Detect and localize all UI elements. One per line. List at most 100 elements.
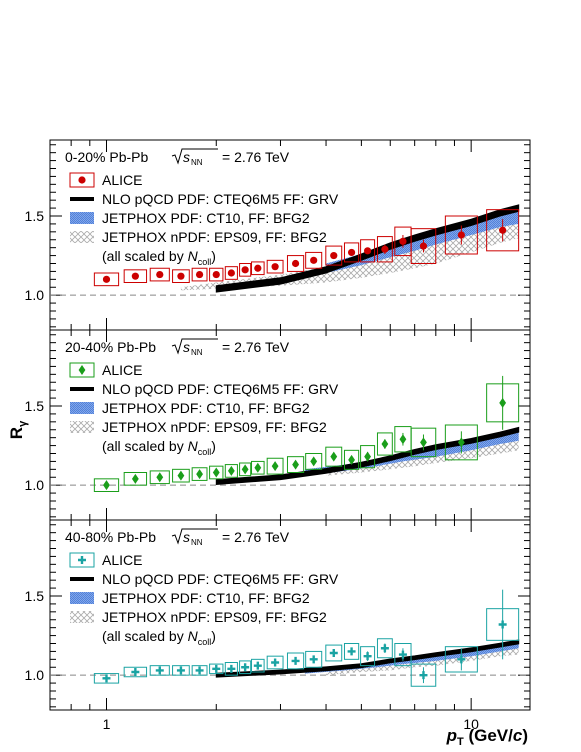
- sys-error-box: [305, 251, 323, 269]
- sqrt-sign: [171, 148, 218, 165]
- data-point: [195, 270, 204, 279]
- y-tick-label: 1.5: [25, 208, 45, 224]
- sys-error-box: [325, 245, 343, 266]
- panel-centrality-label: 40-80% Pb-Pb: [65, 529, 156, 545]
- data-point: [254, 462, 262, 473]
- legend-alice-box: [69, 362, 95, 378]
- sys-error-box: [172, 269, 190, 284]
- sys-error-box: [286, 456, 305, 473]
- x-axis-title-c: c: [513, 726, 523, 745]
- data-point: [419, 242, 428, 250]
- sys-error-box: [239, 462, 252, 477]
- sys-error-box: [376, 236, 393, 263]
- legend-nlo-swatch: [70, 577, 94, 581]
- sys-error-box: [444, 646, 478, 673]
- nlo-curve: [215, 426, 520, 485]
- data-point: [330, 451, 338, 462]
- data-point: [156, 472, 164, 483]
- legend-jetphox-npdf-label: JETPHOX nPDF: EPS09, FF: BFG2: [102, 229, 327, 245]
- panel-centrality-label: 20-40% Pb-Pb: [65, 339, 156, 355]
- panel-frame: [49, 519, 531, 711]
- sys-error-box: [343, 449, 360, 470]
- sqrt-sign: [171, 528, 218, 545]
- x-axis-title-unit: (GeV/: [464, 726, 513, 745]
- sys-error-box: [149, 470, 170, 485]
- legend-nlo-swatch: [70, 197, 94, 201]
- legend-jetphox-npdf-label: JETPHOX nPDF: EPS09, FF: BFG2: [102, 609, 327, 625]
- data-point: [329, 649, 338, 657]
- data-point: [347, 248, 356, 257]
- sqrt-s-subscript: NN: [191, 538, 203, 547]
- data-point: [254, 264, 262, 272]
- data-point: [212, 664, 221, 673]
- sys-error-box: [360, 646, 376, 667]
- legend-jetphox-swatch: [70, 592, 94, 604]
- legend-alice-marker: [78, 176, 86, 184]
- data-point: [348, 454, 355, 465]
- sys-error-box: [360, 239, 376, 263]
- data-point: [241, 266, 249, 274]
- sys-error-box: [172, 468, 190, 483]
- data-point: [102, 275, 111, 283]
- sys-error-box: [394, 643, 412, 667]
- sys-error-box: [209, 267, 224, 282]
- sys-error-box: [251, 658, 265, 673]
- data-point: [420, 437, 427, 448]
- sys-error-box: [191, 467, 208, 481]
- legend-jetphox-swatch: [70, 402, 94, 414]
- data-point: [196, 469, 203, 480]
- legend-jetphox-label: JETPHOX PDF: CT10, FF: BFG2: [102, 210, 310, 226]
- sys-error-box: [444, 424, 478, 461]
- sqrt-s-symbol: s: [183, 339, 190, 355]
- legend-scaled-note: (all scaled by Ncoll): [102, 248, 216, 267]
- data-point: [381, 439, 389, 449]
- data-point: [271, 658, 280, 667]
- panel-3: 1.0 1.5 40-80% Pb-Pb s NN = 2.76 TeV ALICE NLO …: [25, 519, 531, 711]
- sys-error-box: [149, 267, 170, 282]
- legend-nlo-swatch: [70, 387, 94, 391]
- legend-jetphox-label: JETPHOX PDF: CT10, FF: BFG2: [102, 590, 310, 606]
- sys-error-box: [209, 465, 224, 480]
- legend-alice-box: [69, 552, 95, 568]
- data-point: [291, 656, 300, 665]
- data-point: [241, 663, 250, 672]
- y-tick-label: 1.0: [25, 477, 45, 493]
- sys-error-box: [325, 644, 343, 662]
- legend-scaled-note: (all scaled by Ncoll): [102, 628, 216, 647]
- data-point: [310, 256, 318, 264]
- data-point: [195, 666, 204, 675]
- data-point: [499, 397, 507, 408]
- data-point: [241, 464, 249, 475]
- sys-error-box: [149, 665, 170, 676]
- data-point: [310, 456, 318, 467]
- legend-jetphox-npdf-swatch: [70, 611, 94, 623]
- sqrt-sign: [171, 338, 218, 355]
- sys-error-box: [286, 652, 305, 670]
- y-axis-title-sub: γ: [17, 420, 29, 427]
- sys-error-box: [343, 643, 360, 660]
- data-point: [103, 480, 110, 491]
- legend-alice-label: ALICE: [102, 172, 142, 188]
- jetphox-npdf-band: [180, 214, 519, 291]
- data-point: [381, 245, 389, 253]
- x-axis-title-sub: T: [457, 736, 464, 748]
- sys-error-box: [444, 215, 478, 255]
- legend-nlo-label: NLO pQCD PDF: CTEQ6M5 FF: GRV: [102, 571, 339, 587]
- data-point: [499, 226, 507, 234]
- data-point: [398, 650, 407, 659]
- y-axis-title-r: R: [7, 427, 26, 439]
- data-point: [131, 473, 139, 484]
- legend-scaled-note: (all scaled by Ncoll): [102, 438, 216, 457]
- sys-error-box: [123, 269, 148, 284]
- legend-jetphox-npdf-swatch: [70, 231, 94, 243]
- data-point: [457, 231, 465, 239]
- data-point: [271, 263, 279, 271]
- sys-error-box: [410, 663, 437, 687]
- sys-error-box: [191, 665, 208, 676]
- data-point: [156, 270, 164, 279]
- x-axis-title: pT (GeV/c): [446, 726, 528, 748]
- data-point: [309, 655, 318, 664]
- sys-error-box: [224, 266, 238, 280]
- legend-jetphox-npdf-swatch: [70, 421, 94, 433]
